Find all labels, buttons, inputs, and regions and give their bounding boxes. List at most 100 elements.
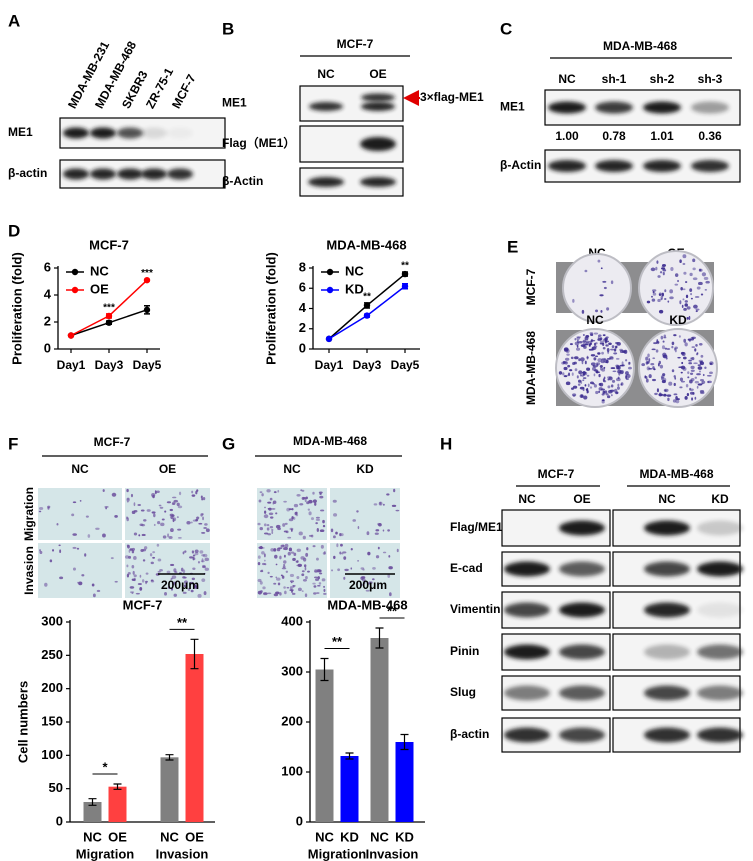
- stain-dot: [279, 555, 282, 560]
- blot-band: [559, 520, 605, 536]
- stain-dot: [564, 357, 570, 361]
- stain-dot: [260, 570, 264, 573]
- stain-dot: [657, 341, 660, 344]
- x-tick-label: NC: [370, 829, 389, 844]
- stain-dot: [282, 523, 286, 527]
- y-axis-label: Proliferation (fold): [9, 252, 24, 365]
- stain-dot: [290, 581, 293, 584]
- panel-label: A: [8, 11, 20, 30]
- stain-dot: [317, 584, 321, 587]
- stain-dot: [604, 390, 608, 394]
- stain-dot: [168, 585, 171, 589]
- stain-dot: [350, 548, 353, 551]
- stain-dot: [590, 362, 596, 366]
- stain-dot: [656, 260, 659, 264]
- stain-dot: [192, 554, 196, 557]
- stain-dot: [608, 376, 613, 381]
- stain-dot: [645, 378, 649, 383]
- panel-label: C: [500, 19, 512, 38]
- stain-dot: [572, 298, 575, 303]
- stain-dot: [319, 529, 325, 532]
- stain-dot: [685, 294, 689, 299]
- stain-dot: [703, 276, 709, 280]
- stain-dot: [696, 385, 699, 389]
- stain-dot: [39, 550, 43, 555]
- stain-dot: [261, 551, 265, 555]
- stain-dot: [574, 337, 577, 341]
- stain-dot: [598, 390, 600, 394]
- stain-dot: [602, 334, 606, 337]
- stain-dot: [282, 565, 286, 569]
- stain-dot: [201, 578, 206, 582]
- stain-dot: [202, 496, 206, 501]
- stain-dot: [127, 544, 130, 549]
- stain-dot: [149, 553, 153, 557]
- blot-band: [309, 102, 343, 111]
- scale-label: 200μm: [349, 578, 387, 592]
- y-tick-label: 0: [56, 813, 63, 828]
- y-tick-label: 400: [281, 613, 303, 628]
- stain-dot: [688, 362, 693, 365]
- stain-dot: [372, 567, 376, 570]
- stain-dot: [599, 365, 603, 368]
- panel-label: D: [8, 221, 20, 240]
- x-tick-label: NC: [83, 829, 102, 844]
- stain-dot: [658, 392, 662, 397]
- stain-dot: [661, 292, 665, 297]
- stain-dot: [682, 356, 687, 360]
- stain-dot: [150, 561, 154, 565]
- stain-dot: [658, 292, 662, 296]
- stain-dot: [271, 530, 274, 535]
- stain-dot: [307, 508, 310, 511]
- stain-dot: [302, 535, 306, 540]
- stain-dot: [191, 490, 194, 494]
- stain-dot: [267, 507, 272, 510]
- stain-dot: [658, 309, 664, 314]
- lane-label: KD: [711, 492, 729, 506]
- stain-dot: [595, 371, 601, 373]
- stain-dot: [564, 348, 569, 352]
- stain-dot: [339, 551, 342, 555]
- stain-dot: [574, 356, 579, 360]
- stain-dot: [651, 348, 656, 351]
- stain-dot: [288, 547, 293, 552]
- stain-dot: [156, 543, 160, 547]
- blot-band: [63, 127, 89, 139]
- stain-dot: [582, 379, 585, 382]
- stain-dot: [261, 569, 264, 572]
- stain-dot: [318, 582, 322, 585]
- data-point: [325, 335, 333, 343]
- ratio-label: 1.01: [650, 129, 674, 143]
- stain-dot: [184, 550, 187, 553]
- stain-dot: [689, 372, 694, 375]
- stain-dot: [295, 511, 298, 515]
- stain-dot: [663, 334, 667, 338]
- blot-band: [308, 177, 344, 187]
- stain-dot: [387, 529, 390, 532]
- stain-dot: [661, 263, 667, 267]
- stain-dot: [259, 590, 263, 593]
- stain-dot: [289, 586, 293, 590]
- stain-dot: [680, 286, 683, 291]
- stain-dot: [661, 394, 663, 397]
- stain-dot: [682, 288, 686, 291]
- stain-dot: [696, 286, 701, 290]
- blot-band: [559, 602, 605, 618]
- stain-dot: [704, 366, 707, 370]
- stain-dot: [590, 333, 594, 336]
- stain-dot: [342, 551, 347, 554]
- stain-dot: [374, 532, 379, 535]
- stain-dot: [619, 364, 624, 367]
- stain-dot: [689, 340, 691, 343]
- stain-dot: [173, 517, 177, 522]
- stain-dot: [157, 521, 161, 525]
- stain-dot: [145, 580, 148, 583]
- stain-dot: [178, 491, 182, 496]
- stain-dot: [611, 345, 615, 349]
- stain-dot: [584, 360, 587, 365]
- stain-dot: [38, 507, 44, 510]
- stain-dot: [301, 573, 305, 577]
- stain-dot: [296, 560, 299, 563]
- stain-dot: [657, 275, 661, 278]
- stain-dot: [291, 516, 294, 520]
